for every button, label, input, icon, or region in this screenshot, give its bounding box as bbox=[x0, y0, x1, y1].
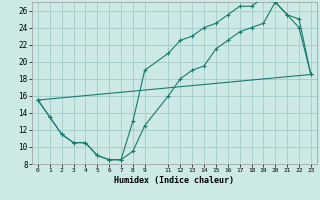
X-axis label: Humidex (Indice chaleur): Humidex (Indice chaleur) bbox=[115, 176, 234, 185]
